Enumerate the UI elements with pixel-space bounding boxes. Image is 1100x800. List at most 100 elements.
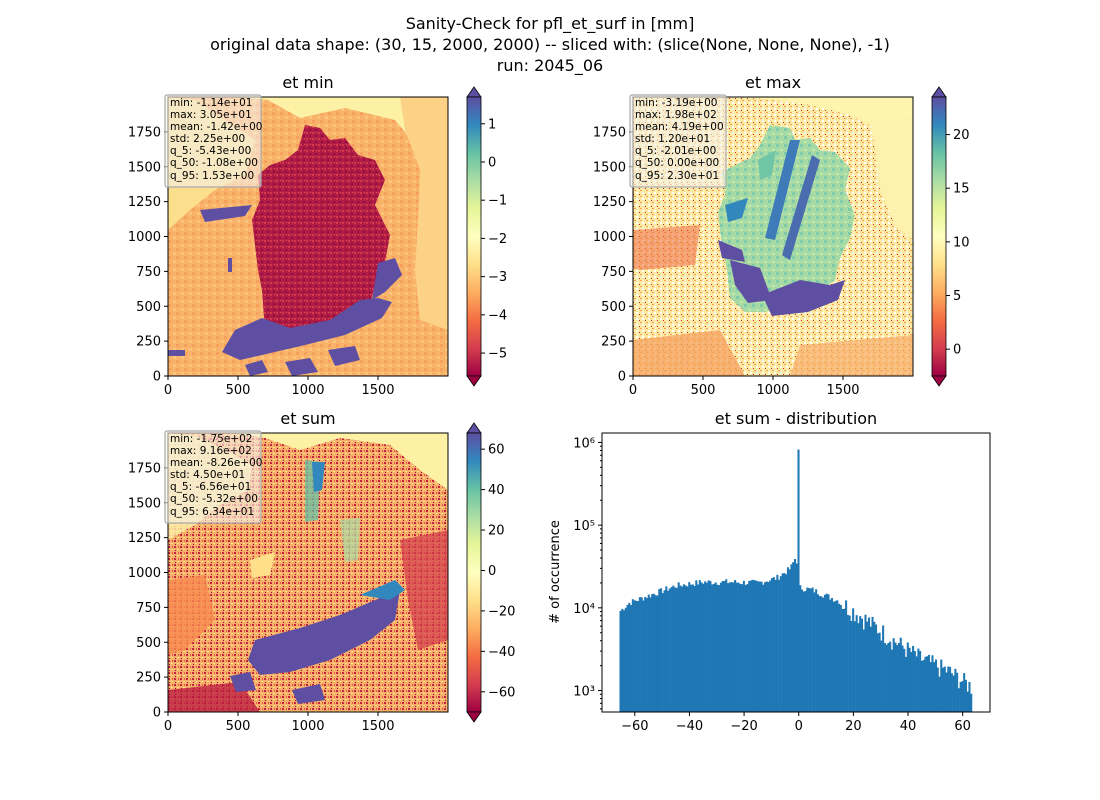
histogram-bar bbox=[749, 580, 752, 712]
histogram-bar bbox=[875, 624, 878, 712]
stat-line: max: 3.05e+01 bbox=[170, 109, 252, 121]
histogram-bar bbox=[785, 574, 788, 712]
stat-line: q_50: -5.32e+00 bbox=[170, 493, 258, 505]
histogram-bar bbox=[799, 585, 802, 712]
histogram-bar bbox=[695, 580, 698, 712]
histogram-bar bbox=[913, 651, 916, 712]
colorbar-tick-label: 60 bbox=[488, 443, 505, 458]
histogram-bar bbox=[679, 585, 682, 712]
y-tick-label: 1250 bbox=[593, 195, 626, 210]
histogram-bar bbox=[959, 681, 962, 712]
histogram-bar bbox=[919, 651, 922, 712]
histogram-bar bbox=[818, 595, 821, 712]
histogram-bar bbox=[876, 633, 879, 712]
colorbar-tick-label: −3 bbox=[488, 270, 507, 285]
y-axis: 0 250 500 750 1000 1250 1500 1750 bbox=[128, 461, 168, 721]
histogram-bar bbox=[734, 580, 737, 712]
colorbar: 1 0 −1 −2 −3 −4 −5 bbox=[466, 86, 507, 387]
histogram-bar bbox=[908, 647, 911, 712]
histogram-bar bbox=[674, 587, 677, 712]
histogram-bar bbox=[623, 610, 626, 712]
histogram-bar bbox=[684, 585, 687, 712]
colorbar-tick-label: −40 bbox=[488, 645, 515, 660]
histogram-bar bbox=[642, 600, 645, 712]
y-tick-label: 1750 bbox=[128, 125, 161, 140]
y-tick-label: 1750 bbox=[593, 125, 626, 140]
y-tick-label: 1500 bbox=[128, 160, 161, 175]
histogram-bar bbox=[816, 594, 819, 712]
histogram-bar bbox=[846, 614, 849, 712]
histogram-bar bbox=[693, 586, 696, 712]
stat-line: min: -3.19e+00 bbox=[635, 97, 717, 109]
histogram-bar bbox=[714, 582, 717, 712]
histogram-bar bbox=[753, 580, 756, 712]
histogram-bar bbox=[894, 642, 897, 712]
histogram-bar bbox=[890, 649, 893, 712]
x-tick-label: 500 bbox=[691, 383, 716, 398]
histogram-bar bbox=[783, 573, 786, 712]
colorbar-extend-top bbox=[466, 422, 482, 434]
histogram-bar bbox=[765, 581, 768, 712]
histogram-bar bbox=[862, 629, 865, 712]
stat-line: std: 2.25e+00 bbox=[170, 133, 245, 145]
histogram-bar bbox=[848, 615, 851, 712]
histogram-bar bbox=[915, 656, 918, 712]
y-axis: 0 250 500 750 1000 1250 1500 1750 bbox=[593, 125, 633, 385]
y-tick-label: 250 bbox=[136, 335, 161, 350]
colorbar-tick-label: 40 bbox=[488, 483, 505, 498]
colorbar: 20 15 10 5 0 bbox=[931, 86, 970, 387]
y-tick-label: 0 bbox=[153, 706, 161, 721]
histogram-bar bbox=[712, 583, 715, 712]
stats-box: min: -3.19e+00 max: 1.98e+02 mean: 4.19e… bbox=[629, 94, 727, 188]
x-axis: −60 −40 −20 0 20 40 60 bbox=[621, 712, 971, 734]
x-tick-label: −40 bbox=[676, 719, 703, 734]
histogram-bar bbox=[739, 583, 742, 712]
y-tick-label: 750 bbox=[601, 265, 626, 280]
panel-title: et sum bbox=[280, 409, 335, 428]
histogram-bar bbox=[649, 597, 652, 712]
histogram-bar bbox=[716, 584, 719, 712]
stat-line: q_5: -6.56e+01 bbox=[170, 481, 251, 493]
histogram-bar bbox=[806, 587, 809, 712]
y-tick-label: 750 bbox=[136, 265, 161, 280]
x-tick-label: 1000 bbox=[291, 719, 324, 734]
histogram-bar bbox=[756, 581, 760, 712]
histogram-bar bbox=[788, 569, 791, 712]
figure-title-line-1: Sanity-Check for pfl_et_surf in [mm] bbox=[406, 14, 695, 34]
histogram-bar bbox=[864, 614, 867, 712]
histogram-bar bbox=[682, 584, 685, 712]
histogram-bar bbox=[742, 580, 745, 712]
y-tick-label: 1250 bbox=[128, 195, 161, 210]
histogram-bar bbox=[675, 587, 678, 712]
histogram-bar bbox=[936, 667, 939, 712]
colorbar-tick-label: −4 bbox=[488, 308, 507, 323]
y-tick-label: 250 bbox=[136, 671, 161, 686]
histogram-bar bbox=[917, 648, 920, 712]
histogram-bar bbox=[869, 626, 872, 712]
stat-line: mean: 4.19e+00 bbox=[635, 121, 724, 133]
histogram-bar bbox=[933, 662, 936, 712]
histogram-bar bbox=[873, 621, 876, 712]
histogram-bar bbox=[702, 583, 705, 712]
stats-box: min: -1.14e+01 max: 3.05e+01 mean: -1.42… bbox=[164, 94, 262, 188]
histogram-bar bbox=[654, 595, 657, 712]
histogram-bar bbox=[732, 582, 735, 712]
histogram-bar bbox=[906, 642, 909, 712]
panel-et-min: et min 0 500 1000 1500 0 250 500 750 1000 1250 15… bbox=[128, 73, 507, 398]
histogram-bar bbox=[719, 582, 723, 712]
panel-title: et max bbox=[745, 73, 801, 92]
histogram-bar bbox=[899, 637, 902, 712]
histogram-bar bbox=[801, 589, 804, 712]
histogram-bar bbox=[725, 579, 728, 712]
histogram-bar bbox=[688, 582, 691, 712]
histogram-bars bbox=[619, 449, 973, 712]
stat-line: q_5: -5.43e+00 bbox=[170, 145, 251, 157]
x-tick-label: 0 bbox=[164, 719, 172, 734]
histogram-bar bbox=[776, 574, 779, 712]
stat-line: q_50: -1.08e+00 bbox=[170, 157, 258, 169]
histogram-bar bbox=[949, 666, 952, 712]
histogram-bar bbox=[751, 579, 754, 712]
histogram-bar bbox=[922, 659, 925, 712]
histogram-bar bbox=[774, 579, 777, 712]
histogram-bar bbox=[815, 589, 818, 712]
